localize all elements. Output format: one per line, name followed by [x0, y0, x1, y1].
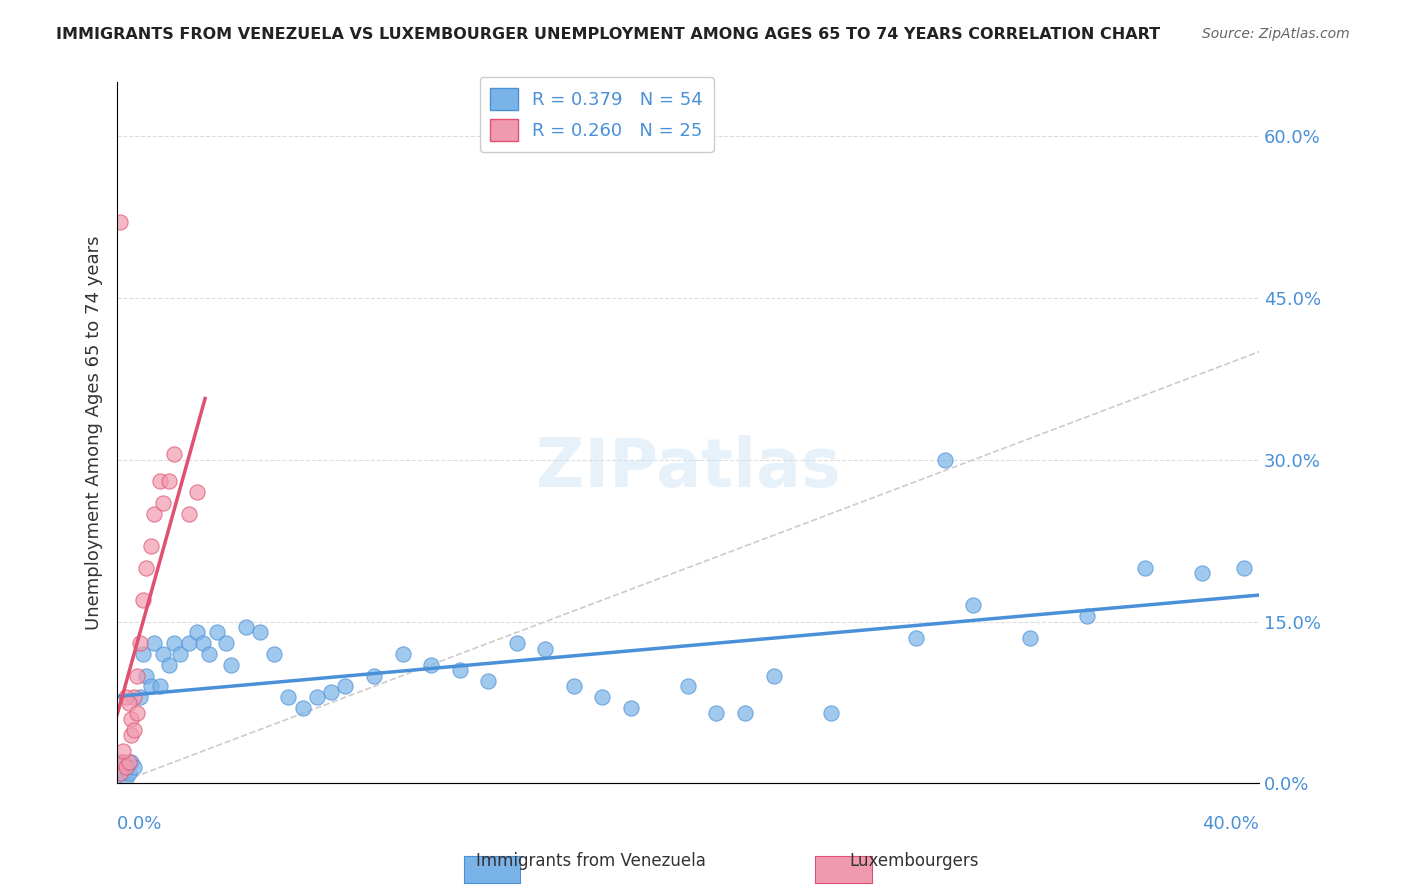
Point — [157, 657, 180, 672]
Point — [235, 620, 257, 634]
Point — [363, 668, 385, 682]
Point — [706, 706, 728, 721]
Point — [163, 636, 186, 650]
Point — [127, 706, 149, 721]
Point — [186, 625, 208, 640]
Point — [127, 668, 149, 682]
Point — [676, 679, 699, 693]
Point — [169, 647, 191, 661]
Point — [620, 701, 643, 715]
Point — [143, 507, 166, 521]
Point — [477, 673, 499, 688]
Point — [962, 599, 984, 613]
Point — [141, 679, 163, 693]
Point — [124, 723, 146, 737]
Point — [420, 657, 443, 672]
Point — [163, 447, 186, 461]
Point — [114, 771, 136, 785]
Text: Luxembourgers: Luxembourgers — [849, 852, 979, 870]
Point — [820, 706, 842, 721]
Point — [249, 625, 271, 640]
Point — [591, 690, 613, 705]
Point — [197, 647, 219, 661]
Point — [506, 636, 529, 650]
Point — [120, 728, 142, 742]
Point — [1133, 560, 1156, 574]
Point — [111, 765, 134, 780]
Text: 0.0%: 0.0% — [117, 815, 163, 833]
Point — [117, 755, 139, 769]
Point — [263, 647, 285, 661]
Point — [291, 701, 314, 715]
Point — [1076, 609, 1098, 624]
Point — [120, 755, 142, 769]
Point — [152, 647, 174, 661]
Point — [129, 636, 152, 650]
Text: IMMIGRANTS FROM VENEZUELA VS LUXEMBOURGER UNEMPLOYMENT AMONG AGES 65 TO 74 YEARS: IMMIGRANTS FROM VENEZUELA VS LUXEMBOURGE… — [56, 27, 1160, 42]
Point — [117, 765, 139, 780]
Point — [114, 690, 136, 705]
Point — [562, 679, 585, 693]
Y-axis label: Unemployment Among Ages 65 to 74 years: Unemployment Among Ages 65 to 74 years — [86, 235, 103, 630]
Point — [177, 507, 200, 521]
Point — [205, 625, 228, 640]
Point — [143, 636, 166, 650]
Point — [934, 452, 956, 467]
Point — [132, 647, 155, 661]
Point — [1233, 560, 1256, 574]
Point — [129, 690, 152, 705]
Point — [762, 668, 785, 682]
Point — [905, 631, 928, 645]
Point — [214, 636, 236, 650]
Point — [191, 636, 214, 650]
Point — [132, 593, 155, 607]
Point — [149, 475, 172, 489]
Point — [152, 496, 174, 510]
Text: Source: ZipAtlas.com: Source: ZipAtlas.com — [1202, 27, 1350, 41]
Point — [111, 755, 134, 769]
Point — [108, 765, 131, 780]
Text: ZIPatlas: ZIPatlas — [536, 435, 841, 501]
Point — [277, 690, 299, 705]
Point — [1019, 631, 1042, 645]
Legend: R = 0.379   N = 54, R = 0.260   N = 25: R = 0.379 N = 54, R = 0.260 N = 25 — [479, 77, 714, 152]
Point — [734, 706, 756, 721]
Point — [335, 679, 357, 693]
Point — [141, 539, 163, 553]
Text: Immigrants from Venezuela: Immigrants from Venezuela — [475, 852, 706, 870]
Point — [221, 657, 243, 672]
Point — [108, 755, 131, 769]
Point — [534, 641, 557, 656]
Point — [1191, 566, 1213, 580]
Point — [305, 690, 328, 705]
Point — [135, 668, 157, 682]
Text: 40.0%: 40.0% — [1202, 815, 1258, 833]
Point — [111, 744, 134, 758]
Point — [157, 475, 180, 489]
Point — [135, 560, 157, 574]
Point — [124, 760, 146, 774]
Point — [108, 215, 131, 229]
Point — [114, 760, 136, 774]
Point — [186, 485, 208, 500]
Point — [117, 696, 139, 710]
Point — [177, 636, 200, 650]
Point — [449, 663, 471, 677]
Point — [124, 690, 146, 705]
Point — [120, 712, 142, 726]
Point — [321, 685, 343, 699]
Point — [149, 679, 172, 693]
Point — [391, 647, 413, 661]
